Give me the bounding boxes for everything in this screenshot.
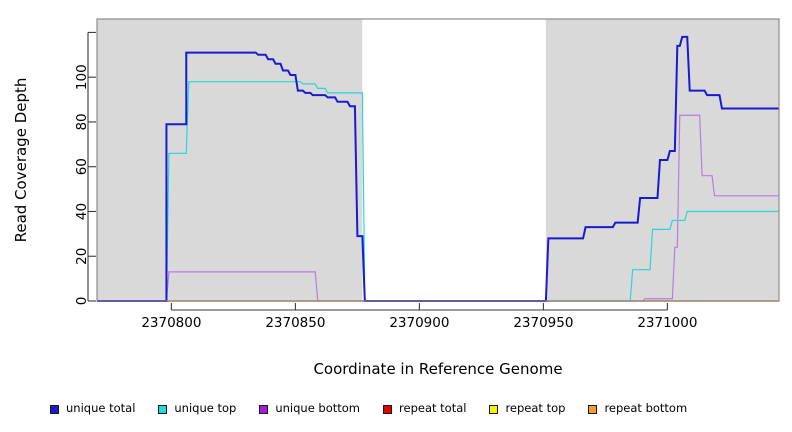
legend-item-unique-bottom[interactable]: unique bottom <box>259 403 360 415</box>
x-axis: 2370800 2370850 2370900 2370950 2371000 <box>141 303 697 331</box>
legend-item-unique-top[interactable]: unique top <box>158 403 236 415</box>
x-tick-label: 2371000 <box>637 315 697 331</box>
panel-border <box>96 18 780 302</box>
legend-label: unique bottom <box>275 401 361 416</box>
legend-label: unique top <box>174 401 237 416</box>
series-unique-top <box>97 81 779 302</box>
legend-item-repeat-top[interactable]: repeat top <box>489 403 565 415</box>
legend-swatch-icon <box>489 404 499 414</box>
y-axis-title: Read Coverage Depth <box>12 78 30 243</box>
chart-legend: unique total unique top unique bottom repea… <box>0 396 792 422</box>
x-tick-label: 2370850 <box>265 315 325 331</box>
legend-swatch-icon <box>259 404 269 414</box>
band-covered-region-left <box>97 19 363 301</box>
series-unique-bottom <box>97 114 779 302</box>
band-uncovered-gap <box>362 19 546 301</box>
legend-swatch-icon <box>588 404 598 414</box>
legend-label: repeat bottom <box>604 401 688 416</box>
shaded-bands <box>97 19 779 301</box>
legend-label: unique total <box>66 401 136 416</box>
y-tick-label: 20 <box>74 248 90 265</box>
x-tick-label: 2370950 <box>513 315 573 331</box>
legend-label: repeat top <box>505 401 566 416</box>
y-tick-label: 100 <box>74 64 90 90</box>
y-tick-label: 80 <box>74 113 90 130</box>
y-tick-label: 60 <box>74 158 90 175</box>
plot-frame <box>96 18 780 302</box>
y-tick-label: 40 <box>74 203 90 220</box>
legend-item-repeat-total[interactable]: repeat total <box>383 403 466 415</box>
legend-swatch-icon <box>383 404 393 414</box>
y-axis: 0 20 40 60 80 100 <box>74 31 96 306</box>
legend-item-repeat-bottom[interactable]: repeat bottom <box>588 403 687 415</box>
legend-swatch-icon <box>50 404 59 414</box>
x-tick-label: 2370800 <box>141 315 201 331</box>
y-tick-label: 0 <box>74 297 90 306</box>
legend-swatch-icon <box>158 404 168 414</box>
series-unique-total <box>97 35 779 302</box>
x-tick-label: 2370900 <box>389 315 449 331</box>
legend-label: repeat total <box>399 401 467 416</box>
x-axis-title: Coordinate in Reference Genome <box>313 360 562 378</box>
legend-item-unique-total[interactable]: unique total <box>50 403 135 415</box>
